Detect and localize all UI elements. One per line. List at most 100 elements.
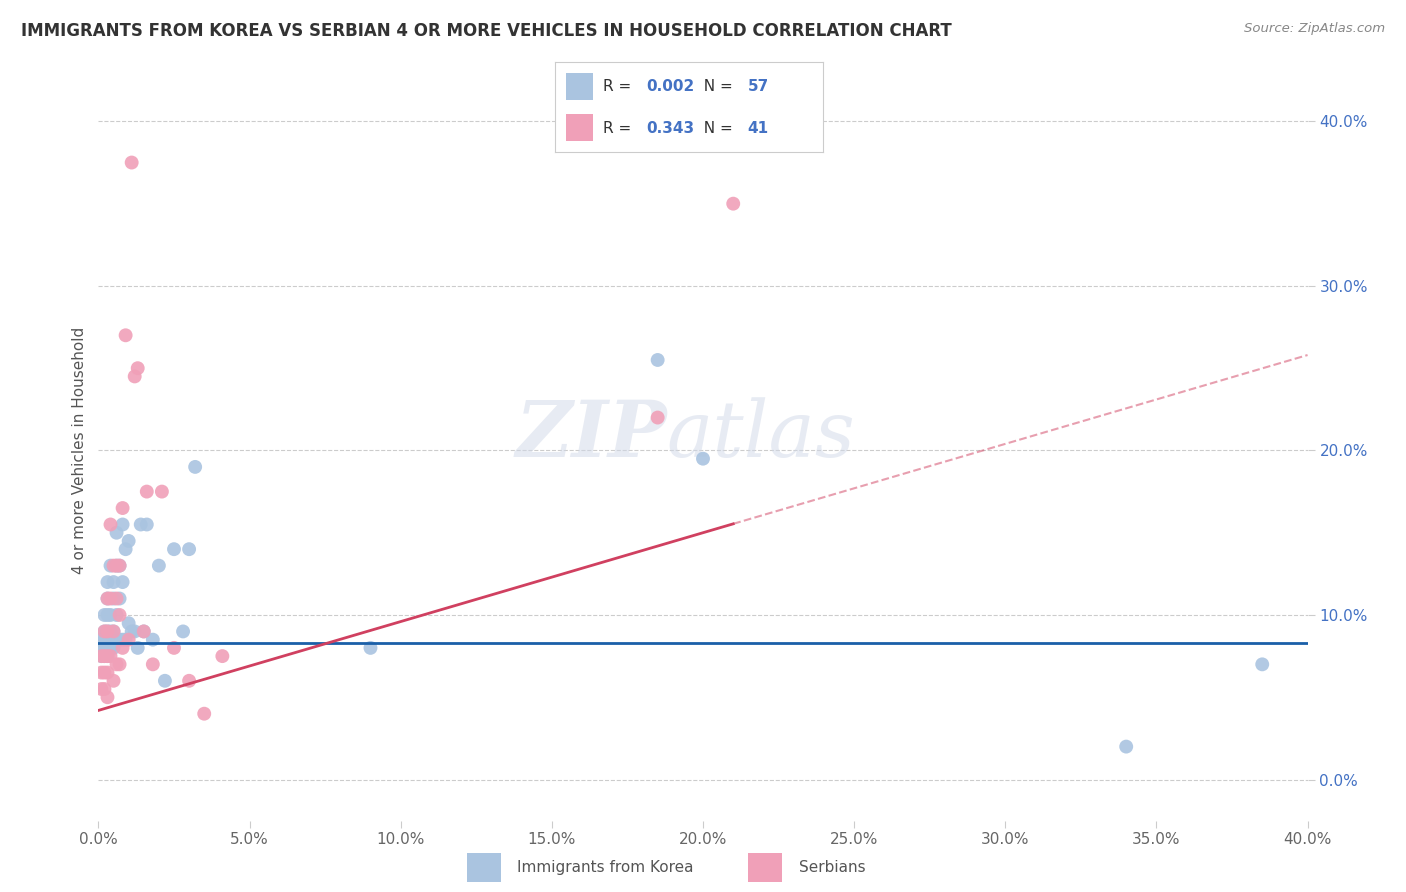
Point [105,607,128,622]
Text: 41: 41 [748,120,769,136]
Point [142,657,165,672]
Point [111,575,134,590]
Point [111,640,134,655]
Point [100,517,122,532]
Point [647,410,669,425]
Point [184,459,207,474]
Point [105,558,128,573]
Point [103,640,125,655]
Point [103,575,125,590]
Point [96,624,118,639]
Point [360,640,382,655]
Point [90,649,112,664]
Point [108,591,131,606]
Point [100,624,122,639]
Point [114,632,136,647]
Point [100,649,122,664]
Point [105,558,128,573]
Point [93,649,115,664]
Point [111,632,134,647]
Text: N =: N = [695,120,738,136]
Point [114,328,136,343]
Point [105,525,128,540]
Point [135,517,157,532]
Point [150,484,173,499]
Point [108,558,131,573]
Text: 0.343: 0.343 [647,120,695,136]
Point [193,706,215,721]
Point [96,690,118,705]
Point [118,632,141,647]
Point [96,640,118,655]
Point [163,640,186,655]
Point [127,640,149,655]
Point [211,649,233,664]
Point [90,640,112,655]
Point [93,632,115,647]
Point [90,632,112,647]
Point [124,369,146,384]
Point [135,484,157,499]
Point [103,673,125,688]
Text: Source: ZipAtlas.com: Source: ZipAtlas.com [1244,22,1385,36]
Point [132,624,155,639]
Point [96,632,118,647]
Text: atlas: atlas [666,398,855,474]
Point [121,624,143,639]
Text: IMMIGRANTS FROM KOREA VS SERBIAN 4 OR MORE VEHICLES IN HOUSEHOLD CORRELATION CHA: IMMIGRANTS FROM KOREA VS SERBIAN 4 OR MO… [21,22,952,40]
Point [96,591,118,606]
Point [121,155,143,169]
Point [100,632,122,647]
Point [148,558,170,573]
Point [90,649,112,664]
Text: ZIP: ZIP [515,398,666,474]
Text: R =: R = [603,120,637,136]
Point [108,657,131,672]
Point [96,649,118,664]
Point [114,542,136,557]
Point [100,607,122,622]
Point [153,673,176,688]
Point [118,616,141,631]
Point [163,542,186,557]
Point [647,353,669,368]
Point [108,632,131,647]
Point [103,624,125,639]
Text: Serbians: Serbians [799,860,865,875]
Point [100,640,122,655]
Point [179,542,201,557]
Point [105,657,128,672]
Point [93,640,115,655]
Point [108,607,131,622]
Text: Immigrants from Korea: Immigrants from Korea [517,860,695,875]
Point [96,665,118,680]
Point [723,196,745,211]
Point [100,591,122,606]
Point [96,649,118,664]
FancyBboxPatch shape [567,73,593,100]
Point [103,624,125,639]
Point [96,624,118,639]
Point [103,632,125,647]
Point [93,681,115,696]
Point [124,624,146,639]
Point [96,591,118,606]
Point [93,624,115,639]
Text: 57: 57 [748,78,769,94]
Y-axis label: 4 or more Vehicles in Household: 4 or more Vehicles in Household [72,326,87,574]
Point [111,517,134,532]
Point [96,575,118,590]
Point [93,607,115,622]
Point [105,591,128,606]
Point [105,632,128,647]
Point [111,501,134,516]
Point [96,607,118,622]
FancyBboxPatch shape [567,114,593,141]
Point [118,533,141,548]
Point [93,649,115,664]
Point [103,558,125,573]
Point [1115,739,1137,754]
Text: N =: N = [695,78,738,94]
Point [1251,657,1274,672]
Point [90,681,112,696]
